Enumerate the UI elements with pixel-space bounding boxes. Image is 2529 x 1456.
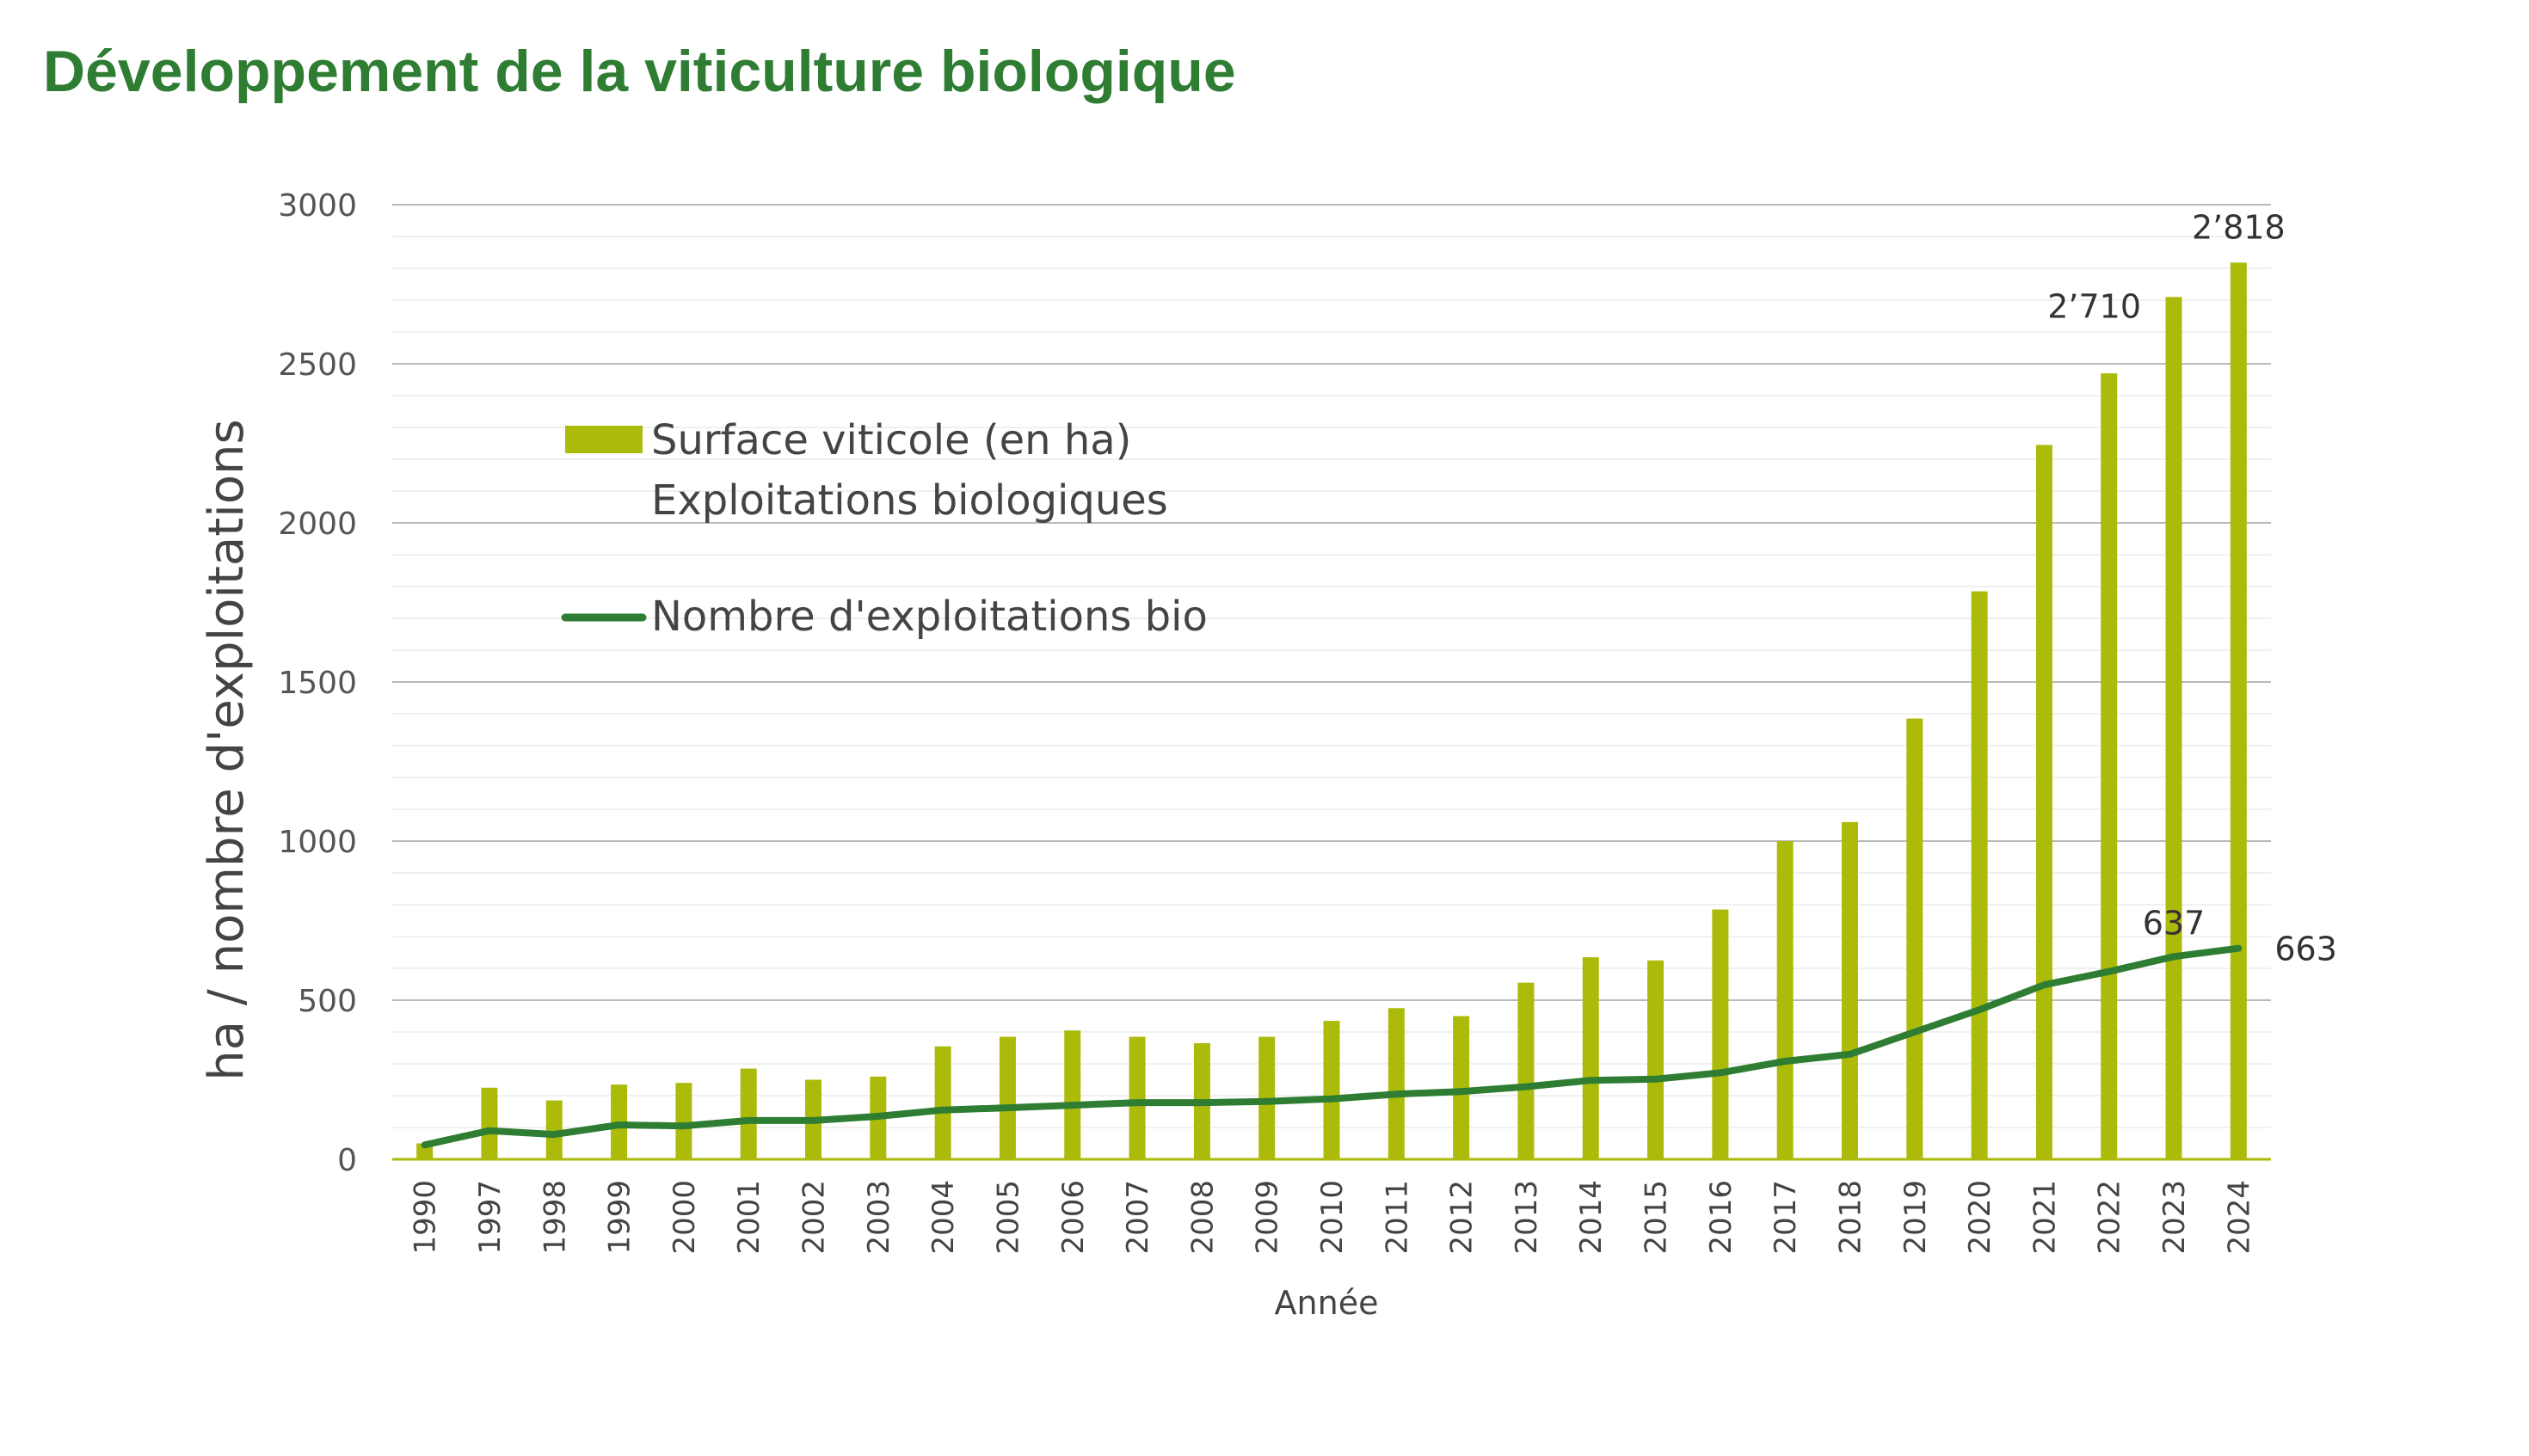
bar: [1064, 1030, 1081, 1159]
line-series: [421, 944, 2243, 1149]
bar: [1453, 1016, 1470, 1159]
x-axis-label: Année: [1275, 1284, 1379, 1322]
x-tick-label: 2016: [1704, 1180, 1738, 1255]
line-data-label: 637: [2143, 904, 2206, 942]
gridlines: [392, 204, 2271, 1128]
x-tick-label: 1990: [409, 1180, 443, 1255]
x-tick-label: 2024: [2222, 1180, 2256, 1255]
bar: [1647, 960, 1664, 1159]
y-axis-label: ha / nombre d'exploitations: [199, 419, 255, 1080]
bar: [934, 1046, 951, 1159]
y-tick-label: 500: [298, 984, 357, 1019]
y-tick-label: 1000: [278, 825, 357, 860]
bar: [1517, 982, 1535, 1159]
x-axis-ticks: 1990 1997 1998 1999 2000 2001 2002 2003 2004 2005…: [409, 1180, 2257, 1255]
legend-line-label: Nombre d'exploitations bio: [651, 593, 1208, 641]
x-tick-label: 2003: [862, 1180, 896, 1255]
x-tick-label: 2005: [991, 1180, 1025, 1255]
bar-data-label: 2’818: [2192, 208, 2286, 246]
x-tick-label: 2008: [1185, 1180, 1220, 1255]
legend-bar-label-line1: Surface viticole (en ha): [651, 416, 1131, 464]
y-axis-ticks: 0 500 1000 1500 2000 2500 3000: [278, 188, 357, 1178]
bar: [2165, 297, 2182, 1159]
x-tick-label: 2004: [926, 1180, 961, 1255]
bar: [1582, 957, 1599, 1159]
bar: [2230, 262, 2247, 1160]
bar: [2035, 445, 2052, 1159]
y-tick-label: 1500: [278, 666, 357, 701]
bar: [1776, 841, 1794, 1159]
x-tick-label: 2020: [1963, 1180, 1997, 1255]
x-tick-label: 1998: [538, 1180, 572, 1255]
x-tick-label: 2015: [1640, 1180, 1674, 1255]
bar: [1841, 821, 1858, 1159]
x-tick-label: 2014: [1574, 1180, 1609, 1255]
legend-bar-label-line2: Exploitations biologiques: [651, 476, 1168, 525]
x-tick-label: 2007: [1121, 1180, 1155, 1255]
bar: [1712, 909, 1729, 1159]
x-tick-label: 2010: [1315, 1180, 1350, 1255]
x-tick-label: 2019: [1898, 1180, 1933, 1255]
x-tick-label: 2011: [1380, 1180, 1414, 1255]
line-data-label: 663: [2274, 931, 2337, 968]
bar: [545, 1100, 563, 1159]
x-tick-label: 2012: [1445, 1180, 1480, 1255]
x-tick-label: 2006: [1056, 1180, 1091, 1255]
bar: [1906, 718, 1923, 1159]
y-tick-label: 2000: [278, 507, 357, 542]
bar-data-label: 2’710: [2047, 287, 2141, 325]
x-tick-label: 1999: [603, 1180, 637, 1255]
x-tick-label: 2009: [1251, 1180, 1285, 1255]
legend: Surface viticole (en ha) Exploitations b…: [561, 416, 1208, 641]
bar: [740, 1068, 757, 1159]
bar-series: [416, 262, 2247, 1160]
bar: [999, 1036, 1016, 1159]
x-tick-label: 2022: [2093, 1180, 2127, 1255]
bar: [1971, 591, 1988, 1159]
bar: [1388, 1008, 1405, 1159]
x-tick-label: 2023: [2157, 1180, 2192, 1255]
bar: [1129, 1036, 1146, 1159]
y-tick-label: 2500: [278, 347, 357, 383]
y-tick-label: 3000: [278, 188, 357, 224]
x-tick-label: 2021: [2028, 1180, 2062, 1255]
chart-title: Développement de la viticulture biologiq…: [43, 39, 1236, 104]
bar: [481, 1087, 498, 1159]
bar: [675, 1083, 692, 1159]
data-labels: 2’710 2’818 637 663: [2047, 208, 2337, 968]
x-tick-label: 2001: [732, 1180, 766, 1255]
bar: [1323, 1021, 1340, 1159]
x-tick-label: 2000: [668, 1180, 702, 1255]
legend-bar-swatch: [565, 426, 643, 453]
x-tick-label: 1997: [473, 1180, 508, 1255]
x-tick-label: 2013: [1510, 1180, 1544, 1255]
x-tick-label: 2002: [797, 1180, 832, 1255]
bar: [2101, 373, 2118, 1160]
y-tick-label: 0: [337, 1143, 357, 1178]
x-tick-label: 2017: [1769, 1180, 1803, 1255]
x-tick-label: 2018: [1833, 1180, 1868, 1255]
